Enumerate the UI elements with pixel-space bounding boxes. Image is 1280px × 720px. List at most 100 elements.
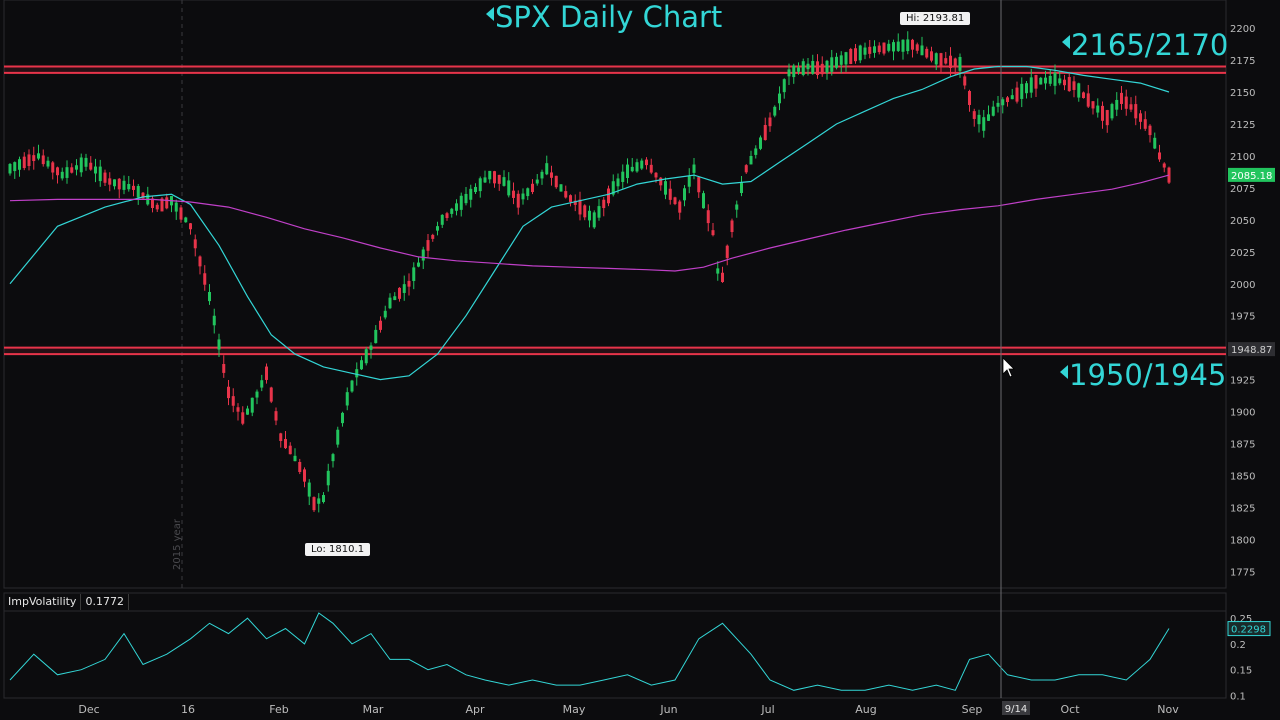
- candle-body: [963, 76, 967, 86]
- candle-body: [559, 184, 563, 192]
- candle-body: [1101, 105, 1104, 121]
- candle-body: [345, 392, 349, 406]
- candle-body: [687, 176, 691, 187]
- candle-body: [645, 159, 648, 166]
- candle-body: [820, 63, 824, 75]
- candle-body: [317, 498, 321, 504]
- candle-body: [1006, 97, 1009, 103]
- volatility-tick-label: 0.1: [1230, 691, 1246, 702]
- moving-average-short-line: [9, 65, 1170, 381]
- candle-body: [1143, 119, 1147, 129]
- candle-body: [991, 106, 995, 116]
- candle-body: [659, 177, 663, 186]
- candle-body: [51, 162, 55, 173]
- candle-body: [683, 188, 686, 201]
- candle-body: [1039, 77, 1043, 85]
- price-tick-label: 1825: [1230, 503, 1255, 514]
- candle-body: [896, 41, 900, 51]
- date-tick-label: Oct: [1060, 703, 1080, 716]
- candle-body: [27, 154, 31, 166]
- candle-body: [787, 69, 791, 77]
- candle-body: [868, 46, 872, 54]
- price-tick-label: 1850: [1230, 472, 1255, 483]
- volatility-tick-label: 0.2: [1230, 640, 1246, 651]
- candle-body: [1072, 81, 1076, 90]
- candle-body: [1096, 105, 1100, 113]
- candle-body: [930, 51, 933, 61]
- candle-body: [184, 217, 188, 223]
- candle-body: [98, 166, 102, 182]
- candle-body: [103, 172, 107, 183]
- volatility-last-label: 0.2298: [1231, 625, 1266, 636]
- candle-body: [250, 397, 254, 413]
- candle-body: [246, 408, 249, 415]
- candle-body: [464, 193, 468, 204]
- candle-body: [350, 380, 354, 392]
- candle-body: [217, 339, 221, 350]
- candle-body: [673, 197, 677, 205]
- candle-body: [198, 256, 202, 267]
- candle-body: [778, 93, 781, 104]
- candle-body: [711, 230, 715, 236]
- candle-body: [1063, 79, 1066, 86]
- candle-body: [1058, 78, 1062, 84]
- candle-body: [274, 411, 278, 421]
- candle-body: [117, 178, 121, 190]
- candle-body: [322, 495, 325, 503]
- candle-body: [1077, 83, 1081, 98]
- candle-body: [113, 179, 116, 187]
- candle-body: [939, 53, 943, 67]
- candle-body: [431, 234, 435, 239]
- crosshair-price-tag: [1228, 342, 1275, 357]
- candle-body: [768, 117, 772, 127]
- candle-body: [255, 391, 259, 398]
- candle-body: [1091, 101, 1095, 109]
- candle-body: [721, 272, 724, 283]
- volatility-tick-label: 0.25: [1230, 614, 1252, 625]
- price-panel: 2015 year: [3, 0, 1227, 589]
- candle-body: [782, 79, 786, 93]
- candle-body: [417, 262, 420, 267]
- candle-body: [858, 45, 862, 61]
- candle-body: [355, 369, 359, 378]
- candle-body: [1029, 77, 1033, 93]
- price-tick-label: 2000: [1230, 280, 1255, 291]
- candle-body: [222, 364, 226, 373]
- candle-body: [640, 160, 644, 169]
- candle-body: [56, 167, 59, 176]
- candle-body: [839, 55, 843, 65]
- candle-body: [1158, 152, 1161, 160]
- candle-body: [1115, 99, 1119, 110]
- candle-body: [740, 182, 743, 194]
- candle-body: [193, 239, 197, 249]
- candle-body: [293, 455, 297, 462]
- candle-body: [32, 155, 36, 162]
- price-tick-label: 1900: [1230, 408, 1255, 419]
- candle-body: [94, 166, 97, 174]
- candle-body: [108, 178, 112, 185]
- candle-body: [592, 212, 596, 228]
- candle-body: [1067, 77, 1071, 92]
- candle-body: [602, 199, 606, 209]
- price-tick-label: 2025: [1230, 248, 1255, 259]
- candle-body: [89, 162, 93, 170]
- candle-body: [70, 167, 74, 173]
- price-tick-label: 1875: [1230, 440, 1255, 451]
- candle-body: [972, 111, 976, 119]
- candle-body: [160, 198, 164, 212]
- candle-body: [744, 165, 748, 173]
- candle-body: [887, 43, 891, 51]
- candle-body: [284, 439, 287, 449]
- candle-body: [279, 433, 283, 441]
- candle-body: [540, 171, 544, 179]
- candle-body: [165, 197, 169, 209]
- date-tick-label: Nov: [1157, 703, 1179, 716]
- high-callout: Hi: 2193.81: [900, 12, 971, 25]
- candle-body: [22, 156, 26, 169]
- crosshair-date-tag: [1002, 701, 1030, 715]
- moving-average-long-line: [9, 174, 1170, 272]
- candle-body: [906, 39, 910, 52]
- candle-body: [1082, 92, 1085, 99]
- candle-body: [8, 163, 12, 174]
